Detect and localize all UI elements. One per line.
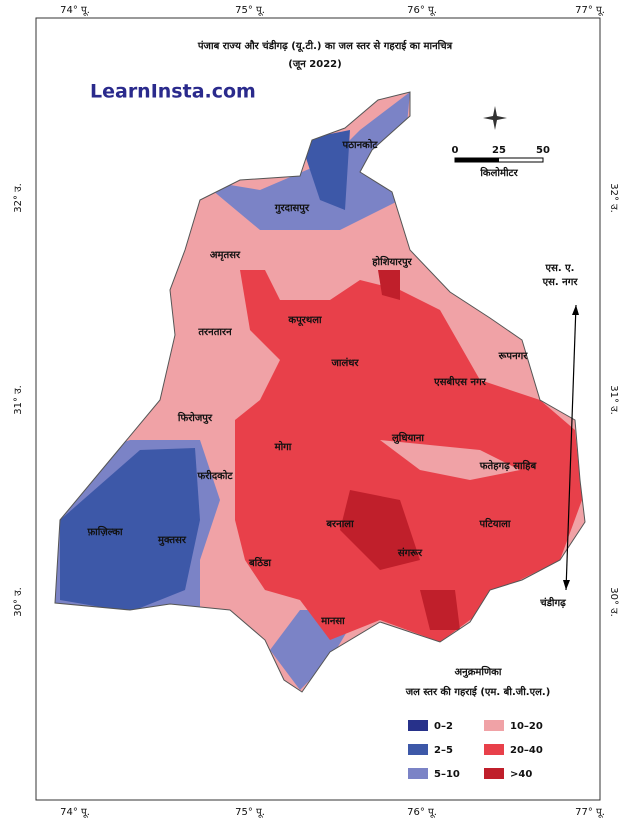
legend-swatch (408, 768, 428, 779)
place-label: रूपनगर (498, 351, 529, 362)
place-label: एसबीएस नगर (433, 375, 487, 388)
latitude-label: 31° उ. (13, 385, 24, 415)
place-label: अमृतसर (210, 250, 241, 261)
legend-swatch (408, 744, 428, 755)
longitude-label: 74° पू. (60, 5, 90, 16)
zone-over-40 (340, 490, 420, 570)
longitude-label: 77° पू. (575, 5, 605, 16)
map-subtitle: (जून 2022) (288, 59, 341, 71)
latitude-label: 32° उ. (13, 183, 24, 213)
place-label: गुरदासपुर (274, 203, 310, 214)
watermark: LearnInsta.com (90, 81, 256, 103)
frame (35, 17, 601, 801)
legend-swatch (484, 768, 504, 779)
pointer-line (565, 304, 577, 591)
zone-over-40 (378, 270, 400, 300)
legend-subtitle: जल स्तर की गहराई (एम. बी.जी.एल.) (405, 685, 551, 698)
place-label: फ़ाज़िल्का (86, 525, 122, 538)
scale-tick-label: 25 (492, 145, 506, 156)
scale-unit: किलोमीटर (479, 166, 518, 179)
latitude-label: 30° उ. (608, 587, 619, 617)
legend-label: 2–5 (434, 745, 453, 756)
latitude-label: 30° उ. (13, 587, 24, 617)
legend-label: 0–2 (434, 721, 453, 732)
place-label: बठिंडा (248, 556, 271, 569)
place-label: लुधियाना (391, 431, 424, 444)
longitude-label: 75° पू. (235, 5, 265, 16)
place-label: चंडीगढ़ (539, 596, 566, 609)
latitude-label: 31° उ. (608, 385, 619, 415)
place-label: एस. नगर (542, 277, 579, 288)
place-label: एस. ए. (545, 263, 575, 274)
zone-2-5 (300, 130, 350, 210)
latitude-label: 32° उ. (608, 183, 619, 213)
scale-tick-label: 0 (452, 145, 459, 156)
longitude-label: 77° पू. (575, 807, 605, 818)
legend-swatch (484, 720, 504, 731)
legend-title: अनुक्रमणिका (455, 665, 502, 678)
legend-swatch (408, 720, 428, 731)
legend-label: >40 (510, 769, 532, 780)
place-label: तरनतारन (197, 327, 232, 338)
place-label: मोगा (274, 440, 292, 453)
place-label: फतेहगढ़ साहिब (479, 459, 538, 472)
scale-tick-label: 50 (536, 145, 550, 156)
zone-5-10 (200, 92, 410, 230)
scale-bar (454, 157, 544, 163)
legend-label: 20–40 (510, 745, 543, 756)
compass-rose (483, 106, 507, 130)
legend-label: 5–10 (434, 769, 460, 780)
place-label: जालंधर (330, 357, 359, 369)
place-label: पटियाला (478, 517, 510, 530)
longitude-label: 75° पू. (235, 807, 265, 818)
place-label: फिरोजपुर (177, 411, 213, 424)
longitude-label: 76° पू. (407, 807, 437, 818)
compass (483, 106, 507, 130)
longitude-label: 74° पू. (60, 807, 90, 818)
scale-bar-fill (455, 158, 499, 162)
zone-over-40 (420, 590, 460, 630)
legend-swatch (484, 744, 504, 755)
map-title: पंजाब राज्य और चंडीगढ़ (यू.टी.) का जल स्… (197, 39, 453, 53)
place-label: मुक्तसर (157, 535, 187, 546)
place-label: कपूरथला (287, 315, 322, 327)
place-label: संगरूर (397, 547, 423, 559)
place-label: बरनाला (325, 519, 354, 530)
zone-10-20 (380, 440, 520, 480)
longitude-label: 76° पू. (407, 5, 437, 16)
zone-2-5 (60, 448, 200, 612)
place-label: मानसा (320, 616, 345, 627)
place-label: होशियारपुर (371, 255, 412, 268)
place-label: फरीदकोट (196, 469, 233, 482)
place-label: पठानकोट (342, 138, 379, 151)
legend-label: 10–20 (510, 721, 543, 732)
